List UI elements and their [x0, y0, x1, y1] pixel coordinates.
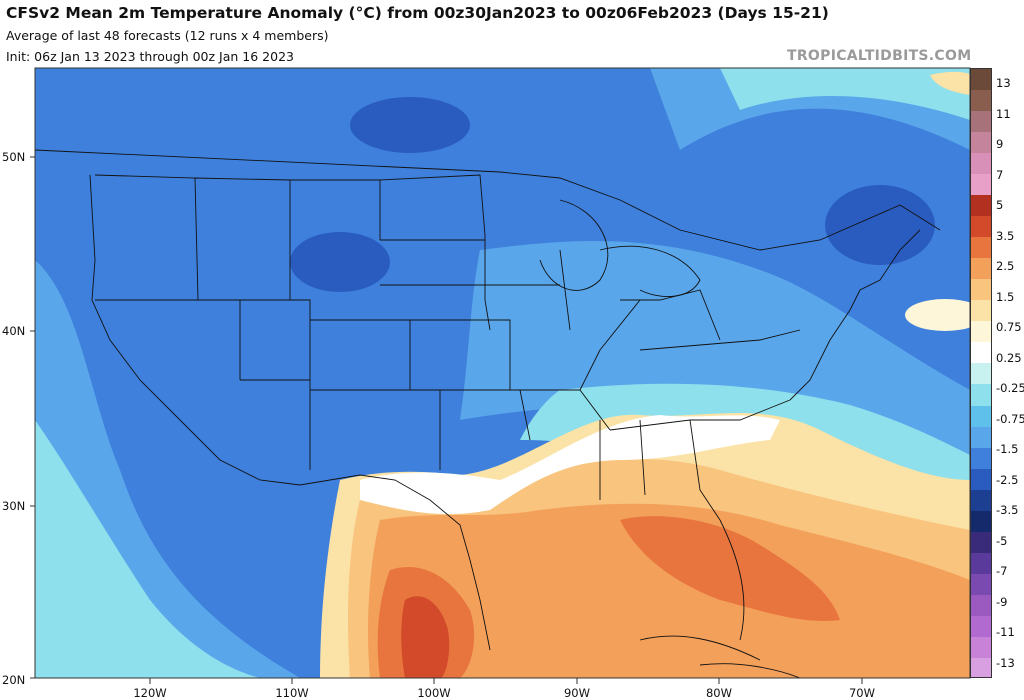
field-canada-light	[720, 68, 970, 120]
colorbar-label: 13	[996, 76, 1011, 91]
axis-ticks	[30, 156, 863, 684]
colorbar-segment	[971, 216, 991, 238]
colorbar-label: 11	[996, 106, 1011, 121]
colorbar-label: 0.75	[996, 320, 1022, 335]
colorbar-segment	[971, 552, 991, 574]
colorbar-label: -13	[996, 655, 1015, 670]
lat-label-20n: 20N	[2, 673, 26, 687]
colorbar	[970, 68, 992, 678]
colorbar-label: 1.5	[996, 289, 1015, 304]
colorbar-label: 7	[996, 167, 1004, 182]
colorbar-segment	[971, 510, 991, 532]
colorbar-label: -3.5	[996, 503, 1019, 518]
canada-border	[35, 149, 941, 251]
caribbean-islands	[639, 635, 801, 678]
colorbar-segment	[971, 153, 991, 175]
colorbar-label: -0.25	[996, 381, 1024, 396]
colorbar-segment	[971, 174, 991, 196]
colorbar-segment	[971, 615, 991, 637]
lat-label-50n: 50N	[2, 150, 26, 164]
colorbar-segment	[971, 531, 991, 553]
lon-label-80w: 80W	[705, 686, 733, 700]
colorbar-segment	[971, 237, 991, 259]
field-hot-mexico	[401, 596, 450, 678]
cold-core-northeast	[825, 185, 935, 265]
colorbar-segment	[971, 279, 991, 301]
lat-label-30n: 30N	[2, 499, 26, 513]
colorbar-label: 9	[996, 137, 1004, 152]
colorbar-segment	[971, 90, 991, 112]
colorbar-label: -11	[996, 625, 1015, 640]
colorbar-segment	[971, 489, 991, 511]
colorbar-segment	[971, 321, 991, 343]
map-title: CFSv2 Mean 2m Temperature Anomaly (°C) f…	[6, 4, 829, 22]
warm-spot-atlantic	[905, 299, 970, 331]
cold-core-rockies	[290, 232, 390, 292]
colorbar-segment	[971, 132, 991, 154]
colorbar-label: -0.75	[996, 411, 1024, 426]
colorbar-segment	[971, 69, 991, 91]
colorbar-segment	[971, 195, 991, 217]
boundaries	[35, 149, 941, 678]
field-warm	[368, 503, 970, 678]
colorbar-label: -7	[996, 564, 1008, 579]
colorbar-segment	[971, 405, 991, 427]
colorbar-label: 2.5	[996, 259, 1015, 274]
cold-core-canada	[350, 97, 470, 153]
colorbar-segment	[971, 342, 991, 364]
colorbar-label: 3.5	[996, 228, 1015, 243]
florida-coast	[719, 519, 745, 641]
field-pacific-light	[35, 420, 260, 678]
colorbar-segment	[971, 447, 991, 469]
great-lakes	[539, 199, 701, 297]
colorbar-label: 5	[996, 198, 1004, 213]
colorbar-segment	[971, 468, 991, 490]
colorbar-segment	[971, 384, 991, 406]
colorbar-label: 0.25	[996, 350, 1022, 365]
colorbar-label: -5	[996, 533, 1008, 548]
lon-label-120w: 120W	[133, 686, 167, 700]
colorbar-segment	[971, 573, 991, 595]
east-coast	[789, 229, 921, 401]
colorbar-segment	[971, 594, 991, 616]
colorbar-segment	[971, 426, 991, 448]
colorbar-segment	[971, 363, 991, 385]
lon-label-90w: 90W	[563, 686, 591, 700]
brand-watermark: TROPICALTIDBITS.COM	[787, 48, 972, 64]
lat-label-40n: 40N	[2, 324, 26, 338]
init-time: Init: 06z Jan 13 2023 through 00z Jan 16…	[6, 49, 294, 64]
field-warmer-gulf	[620, 516, 840, 621]
colorbar-segment	[971, 657, 991, 677]
lon-label-70w: 70W	[848, 686, 876, 700]
lon-label-110w: 110W	[275, 686, 309, 700]
west-coast-south-border	[89, 174, 491, 651]
colorbar-segment	[971, 258, 991, 280]
field-neutral	[360, 415, 780, 515]
map-subtitle: Average of last 48 forecasts (12 runs x …	[6, 28, 329, 43]
warm-spot-labrador	[930, 71, 970, 95]
colorbar-label: -9	[996, 594, 1008, 609]
lon-label-100w: 100W	[417, 686, 451, 700]
colorbar-segment	[971, 111, 991, 133]
colorbar-label: -2.5	[996, 472, 1019, 487]
colorbar-label: -1.5	[996, 442, 1019, 457]
colorbar-segment	[971, 636, 991, 658]
colorbar-segment	[971, 300, 991, 322]
